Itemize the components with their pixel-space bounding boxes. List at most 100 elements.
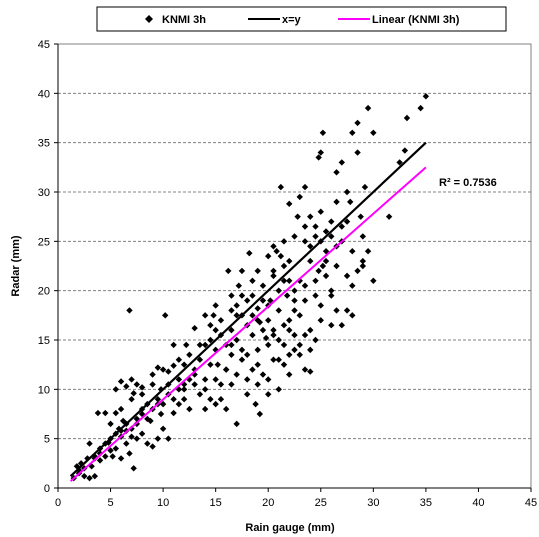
data-point: [359, 233, 367, 240]
data-point: [165, 368, 172, 375]
data-point: [286, 371, 293, 378]
x-tick-label: 0: [55, 497, 61, 509]
data-point: [315, 267, 322, 275]
data-point: [175, 376, 183, 383]
data-point: [256, 410, 264, 418]
data-point: [102, 409, 109, 417]
data-point: [175, 400, 183, 408]
data-point: [73, 463, 81, 470]
data-point: [249, 292, 256, 299]
legend-label-identity: x=y: [282, 14, 302, 26]
x-tick-label: 10: [157, 497, 169, 509]
data-point: [286, 351, 293, 358]
data-point: [222, 366, 230, 373]
data-point: [328, 218, 335, 225]
data-point: [249, 331, 256, 339]
data-point: [165, 435, 172, 442]
data-point: [291, 233, 298, 240]
data-point: [301, 366, 309, 373]
legend-label-linear: Linear (KNMI 3h): [372, 14, 460, 26]
data-point: [112, 409, 120, 417]
y-axis-title: Radar (mm): [10, 235, 22, 296]
data-point: [201, 376, 209, 383]
y-tick-label: 0: [44, 483, 50, 495]
data-point: [207, 336, 214, 344]
data-point: [291, 346, 298, 354]
data-point: [370, 129, 377, 136]
data-point: [370, 277, 377, 284]
data-point: [126, 307, 133, 314]
data-point: [191, 324, 198, 332]
data-point: [217, 396, 225, 403]
data-point: [180, 361, 188, 368]
data-point: [144, 440, 151, 447]
legend-marker-scatter: [145, 15, 153, 23]
legend-label-scatter: KNMI 3h: [162, 14, 206, 26]
data-point: [130, 390, 137, 397]
x-tick-label: 15: [210, 497, 222, 509]
data-point: [175, 356, 183, 363]
data-point: [401, 147, 409, 154]
data-point: [159, 425, 167, 432]
data-point: [273, 248, 280, 255]
data-point: [275, 307, 282, 314]
data-point: [117, 455, 125, 462]
data-point: [322, 272, 330, 280]
data-point: [296, 312, 303, 319]
data-point: [291, 331, 298, 339]
data-point: [162, 312, 169, 319]
data-point: [207, 322, 214, 329]
data-point: [81, 472, 88, 480]
data-point: [117, 378, 125, 385]
data-point: [359, 262, 367, 270]
data-point: [170, 396, 177, 403]
data-point: [225, 267, 232, 275]
data-point: [307, 257, 314, 265]
data-point: [270, 356, 277, 363]
x-tick-label: 40: [472, 497, 484, 509]
data-point: [228, 381, 235, 388]
data-point: [249, 366, 256, 373]
legend-box: [96, 6, 507, 32]
data-point: [170, 409, 177, 417]
data-point: [291, 307, 298, 314]
data-point: [307, 346, 314, 354]
data-point: [186, 405, 193, 413]
data-point: [222, 405, 230, 413]
data-point: [333, 198, 340, 206]
data-point: [270, 243, 277, 250]
data-point: [217, 317, 225, 324]
data-point: [349, 312, 356, 319]
data-point: [254, 305, 261, 312]
data-point: [301, 331, 309, 339]
data-point: [154, 435, 162, 442]
data-point: [301, 297, 309, 304]
data-point: [183, 341, 190, 349]
data-point: [109, 453, 116, 460]
data-point: [312, 223, 319, 230]
data-point: [270, 272, 277, 280]
x-axis-title: Rain gauge (mm): [245, 522, 335, 534]
data-point: [307, 243, 314, 250]
data-point: [319, 262, 327, 270]
data-point: [265, 252, 272, 260]
data-point: [286, 277, 293, 284]
data-point: [417, 104, 424, 112]
data-point: [246, 249, 253, 257]
data-point: [128, 376, 135, 383]
data-point: [359, 257, 367, 265]
data-point: [270, 326, 277, 334]
data-point: [312, 336, 319, 344]
data-point: [301, 183, 309, 191]
data-point: [333, 169, 340, 176]
data-point: [88, 463, 95, 470]
data-point: [196, 391, 204, 398]
data-point: [191, 381, 198, 388]
data-point: [238, 356, 246, 363]
data-point: [212, 302, 219, 309]
data-point: [128, 396, 135, 403]
data-point: [343, 218, 351, 225]
data-point: [233, 336, 240, 344]
data-point: [280, 277, 288, 284]
x-tick-label: 30: [367, 497, 379, 509]
